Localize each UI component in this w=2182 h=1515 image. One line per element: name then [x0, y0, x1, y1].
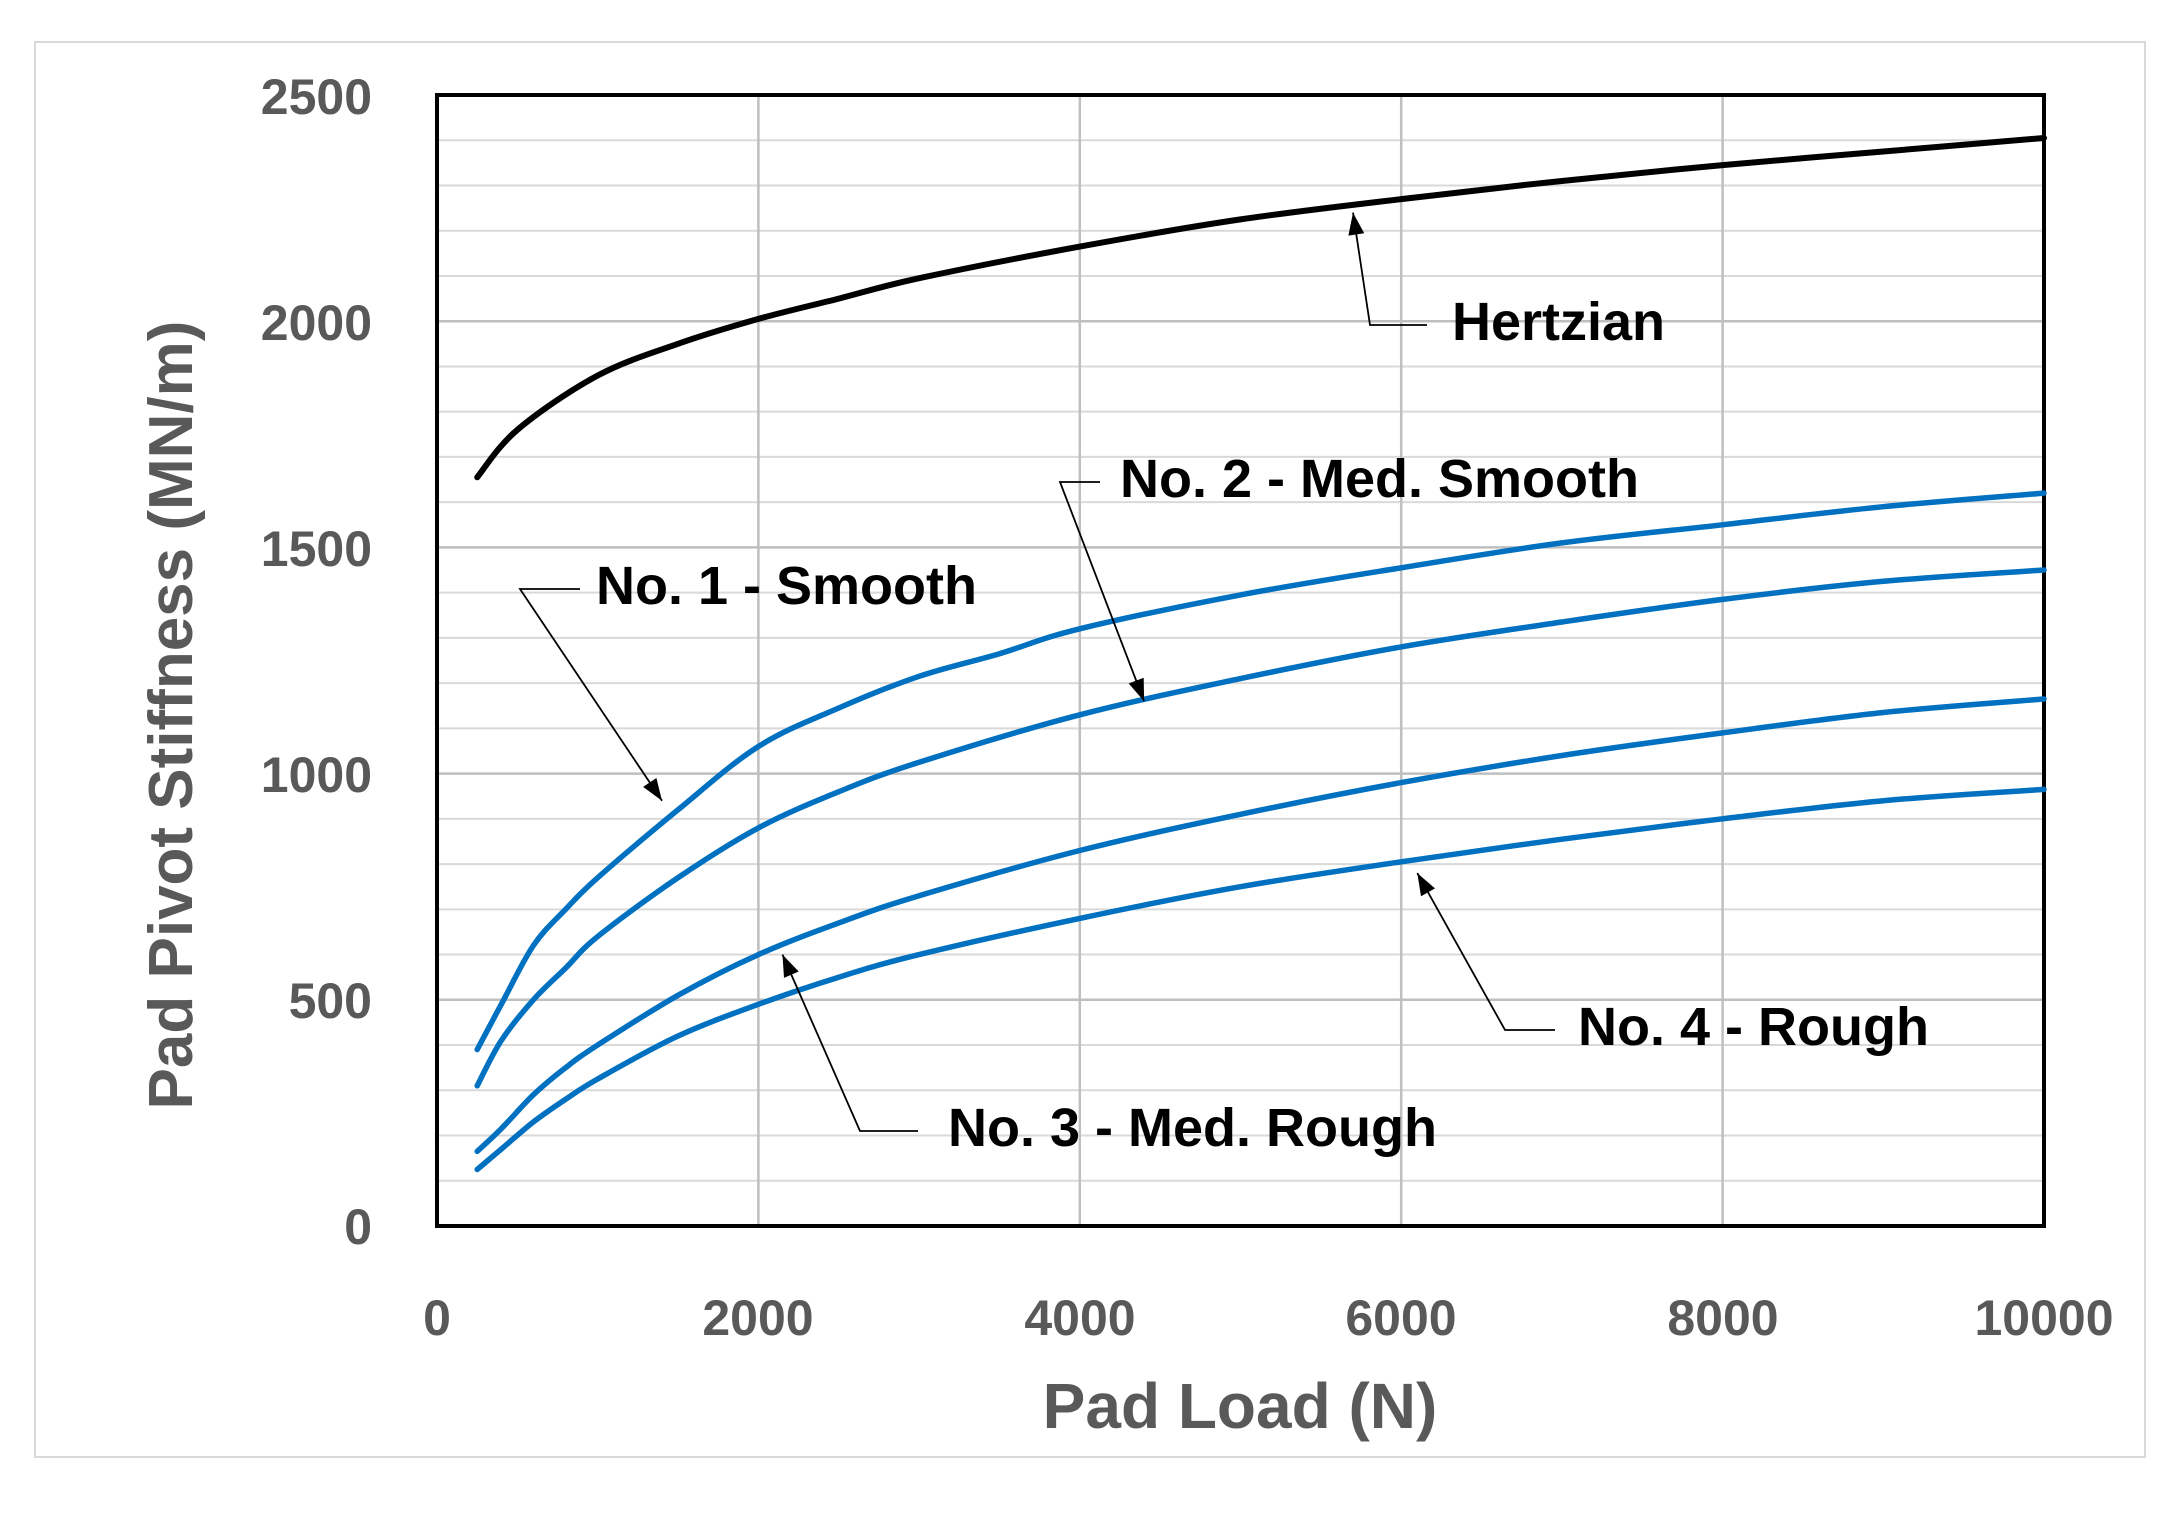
x-tick-label: 10000 — [1974, 1290, 2113, 1346]
y-tick-labels: 0 500 1000 1500 2000 2500 — [261, 69, 372, 1255]
annotation-arrowhead — [1348, 212, 1365, 236]
label-no1-smooth: No. 1 - Smooth — [596, 556, 977, 616]
x-tick-label: 8000 — [1667, 1290, 1778, 1346]
x-tick-labels: 0 2000 4000 6000 8000 10000 — [423, 1290, 2113, 1346]
figure-frame — [34, 41, 2146, 1458]
x-tick-label: 2000 — [702, 1290, 813, 1346]
annotation-arrows — [518, 212, 1555, 1132]
annotation-arrowhead — [782, 954, 799, 978]
y-tick-label: 2500 — [261, 69, 372, 125]
series-line-hertzian — [474, 135, 2047, 481]
series-line-no-2-med-smooth — [474, 567, 2047, 1089]
major-gridlines — [437, 95, 2044, 1226]
label-hertzian: Hertzian — [1452, 292, 1665, 352]
annotation-arrowhead — [1128, 677, 1145, 702]
plot-area-border — [435, 93, 2046, 1228]
annotation-leader-no4-rough — [1416, 872, 1555, 1031]
x-tick-label: 0 — [423, 1290, 451, 1346]
x-axis-title: Pad Load (N) — [1043, 1370, 1438, 1442]
y-tick-label: 500 — [289, 973, 372, 1029]
annotation-leader-no3-med-rough — [781, 954, 918, 1132]
y-axis-title: Pad Pivot Stiffness (MN/m) — [137, 321, 206, 1110]
series-line-no-4-rough — [474, 786, 2047, 1173]
series-lines — [474, 135, 2047, 1173]
annotation-leader-no1-smooth — [518, 588, 663, 802]
annotation-leader-no2-med-smooth — [1058, 481, 1145, 702]
annotation-arrowhead — [643, 778, 662, 801]
y-tick-label: 0 — [344, 1199, 372, 1255]
label-no3-med-rough: No. 3 - Med. Rough — [948, 1098, 1437, 1158]
label-no2-med-smooth: No. 2 - Med. Smooth — [1120, 449, 1639, 509]
y-tick-label: 1000 — [261, 747, 372, 803]
y-tick-label: 1500 — [261, 521, 372, 577]
series-line-no-1-smooth — [474, 490, 2047, 1053]
x-tick-label: 6000 — [1345, 1290, 1456, 1346]
annotation-leader-hertzian — [1352, 212, 1427, 326]
minor-gridlines — [437, 139, 2044, 1182]
series-line-no-3-med-rough — [474, 696, 2047, 1155]
x-tick-label: 4000 — [1024, 1290, 1135, 1346]
y-tick-label: 2000 — [261, 295, 372, 351]
label-no4-rough: No. 4 - Rough — [1578, 997, 1929, 1057]
annotation-arrowhead — [1417, 873, 1435, 897]
